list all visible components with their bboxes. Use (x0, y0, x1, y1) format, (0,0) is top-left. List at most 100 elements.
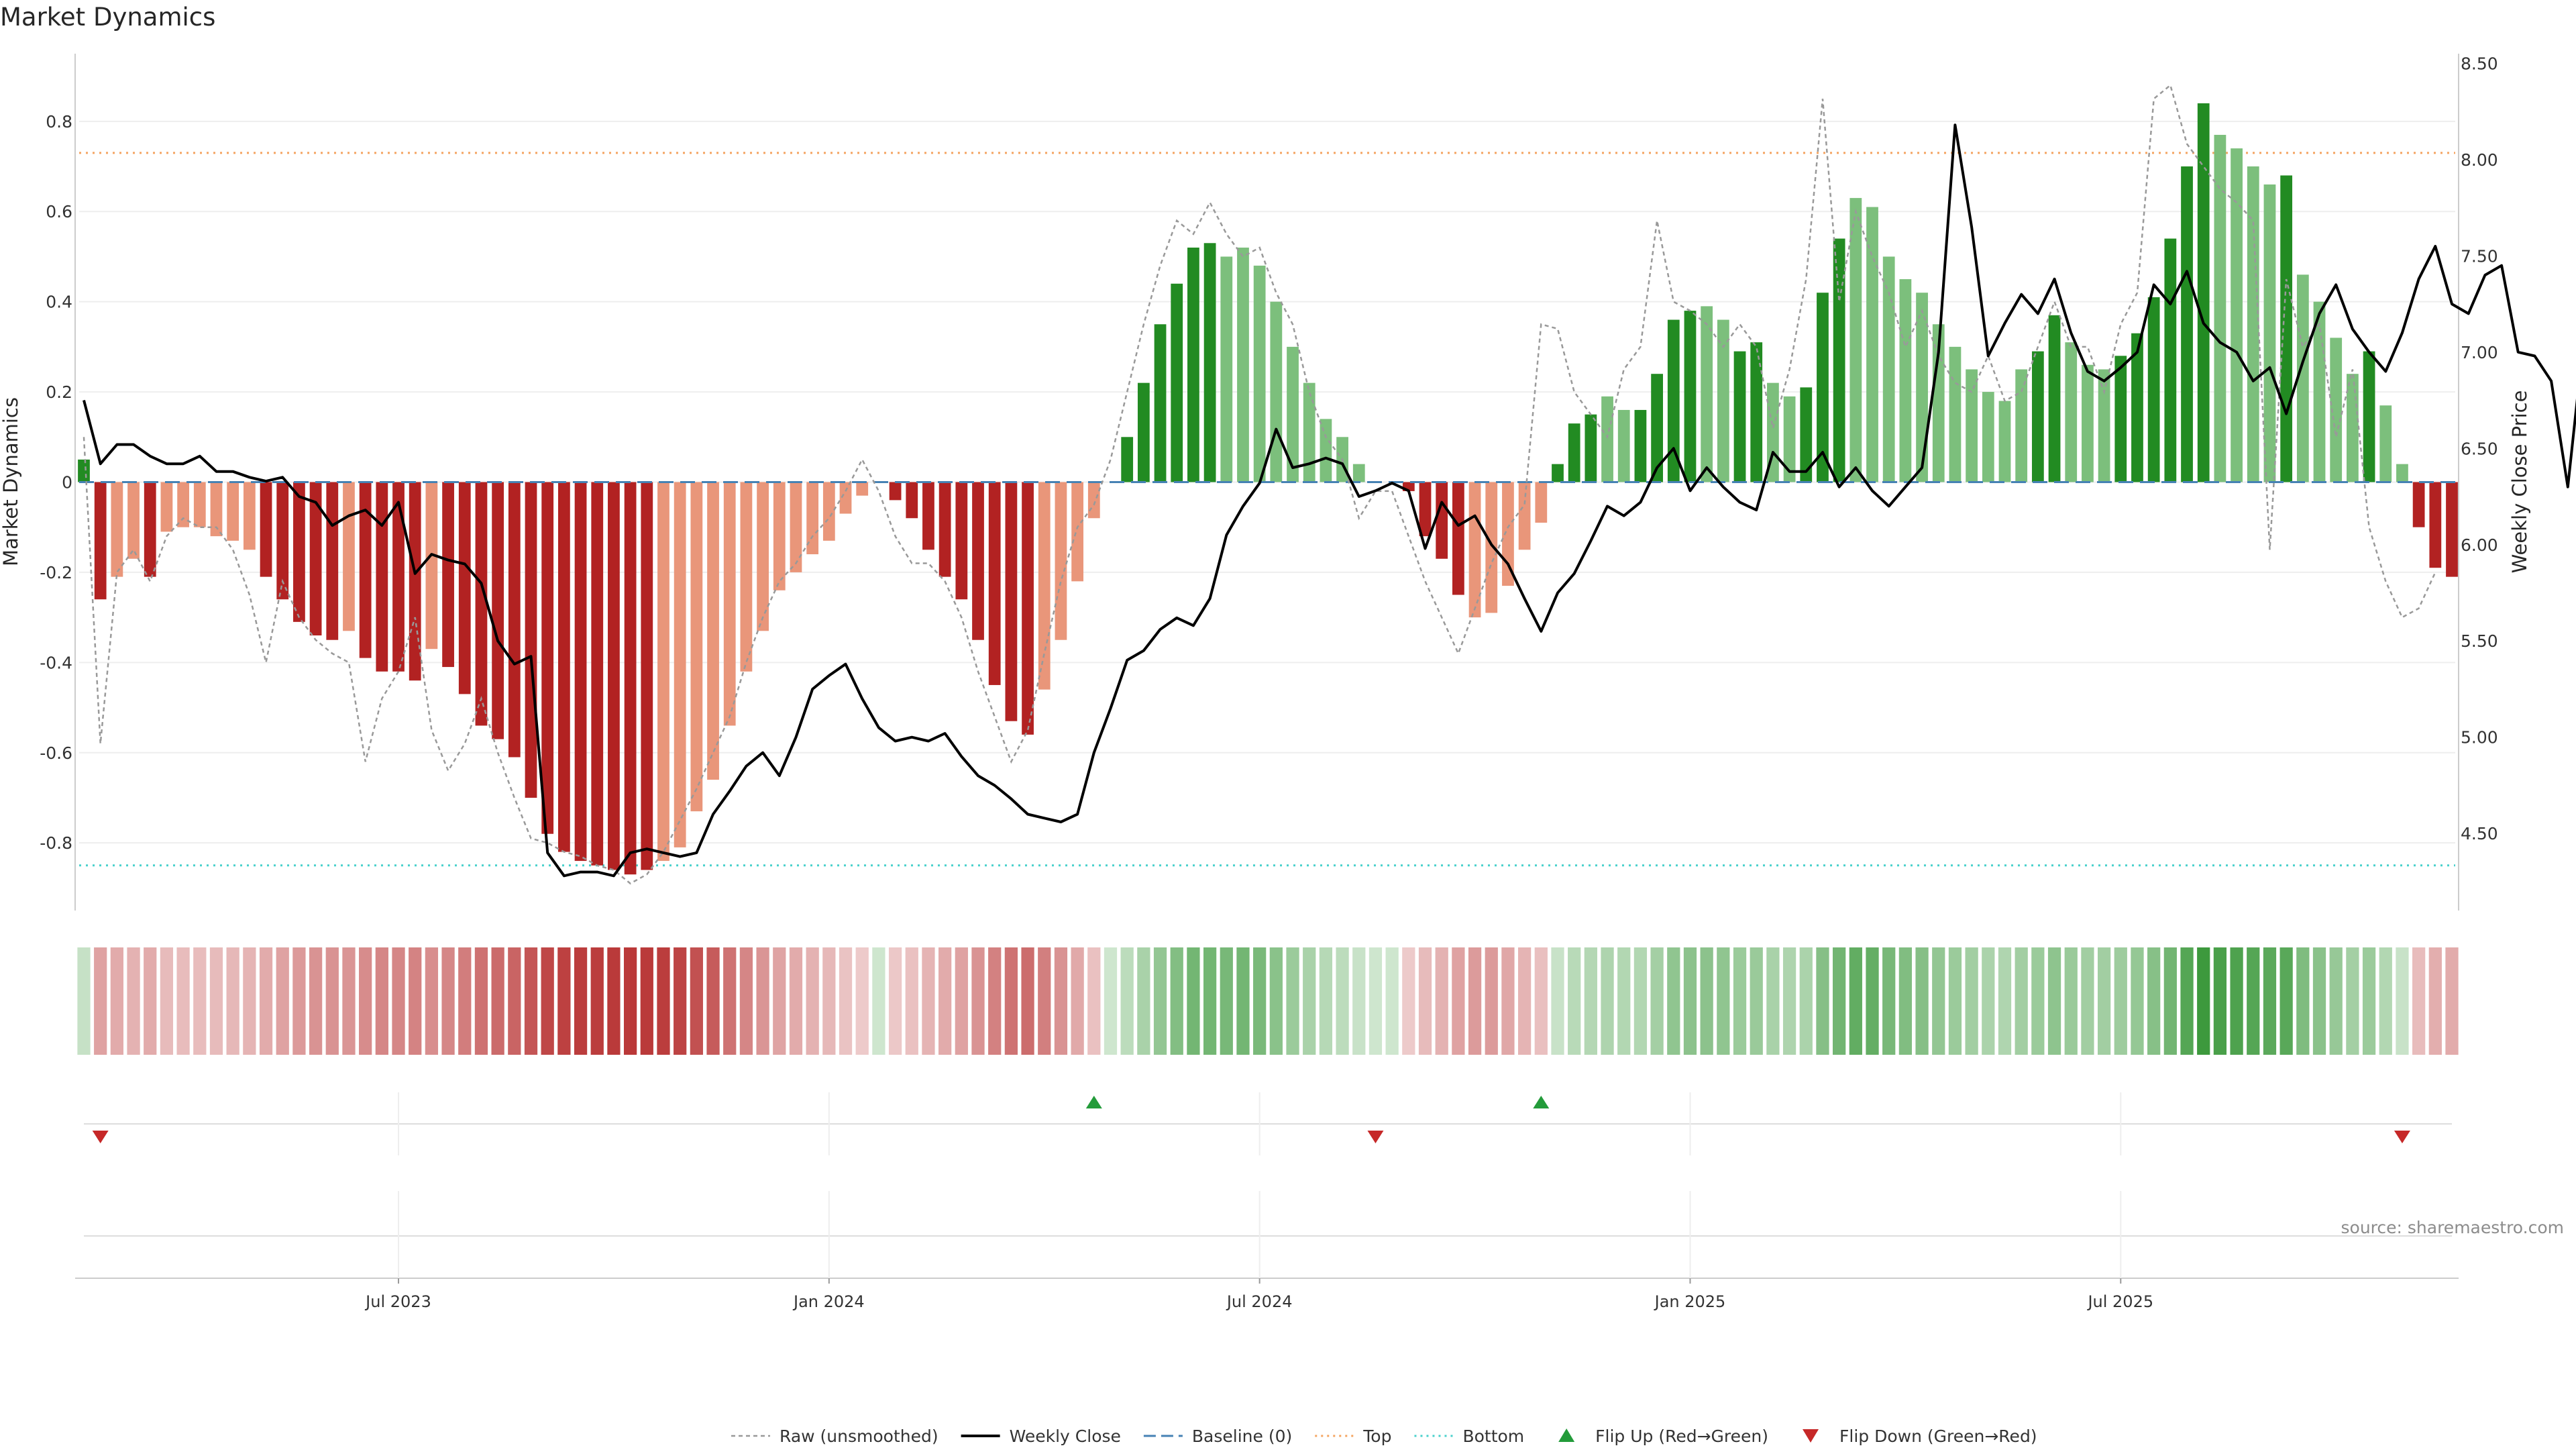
y-tick-label: -0.8 (40, 833, 72, 853)
heat-cell (590, 947, 604, 1055)
heat-cell (1782, 947, 1796, 1055)
heat-cell (806, 947, 819, 1055)
dynamics-bar (1087, 482, 1100, 519)
dynamics-bar (2231, 148, 2243, 482)
dynamics-bar (1253, 265, 1266, 482)
flip-down-marker (2394, 1131, 2410, 1143)
heat-cell (922, 947, 935, 1055)
heat-cell (1998, 947, 2012, 1055)
heat-cell (1750, 947, 1763, 1055)
heat-cell (723, 947, 737, 1055)
heat-cell (1700, 947, 1713, 1055)
heat-cell (1683, 947, 1697, 1055)
heat-cell (623, 947, 637, 1055)
heat-cell (2031, 947, 2045, 1055)
dynamics-bar (541, 482, 554, 834)
heat-cell (1617, 947, 1631, 1055)
heat-cell (657, 947, 670, 1055)
dynamics-bar (1055, 482, 1067, 640)
heat-cell (1153, 947, 1167, 1055)
dynamics-bar (2412, 482, 2425, 527)
heat-cell (988, 947, 1002, 1055)
heat-cell (2015, 947, 2028, 1055)
heat-cell (1717, 947, 1730, 1055)
heat-cell (1319, 947, 1333, 1055)
heat-cell (1303, 947, 1316, 1055)
heat-cell (1203, 947, 1217, 1055)
heat-cell (1517, 947, 1532, 1055)
heat-cell (2428, 947, 2442, 1055)
dynamics-bar (1038, 482, 1051, 690)
x-tick-label: Jan 2024 (792, 1292, 865, 1311)
heat-cell (1866, 947, 1879, 1055)
heat-cell (872, 947, 885, 1055)
heat-cell (1733, 947, 1747, 1055)
dynamics-bar (425, 482, 438, 650)
heat-cell (789, 947, 803, 1055)
dynamics-bar (1220, 256, 1233, 482)
heat-cell (773, 947, 786, 1055)
heat-cell (325, 947, 339, 1055)
heat-cell (226, 947, 239, 1055)
heat-cell (160, 947, 174, 1055)
dynamics-bar (1436, 482, 1448, 559)
dynamics-bar (2098, 369, 2110, 482)
dynamics-bar (839, 482, 852, 514)
heat-cell (2263, 947, 2277, 1055)
dynamics-bar (127, 482, 140, 559)
dynamics-bar (2082, 364, 2094, 482)
heat-cell (1948, 947, 1962, 1055)
dynamics-bar (442, 482, 454, 668)
dynamics-bar (641, 482, 653, 870)
heat-cell (1220, 947, 1233, 1055)
dynamics-bar (1320, 419, 1332, 482)
dynamics-bar (376, 482, 388, 672)
weekly-close-line (83, 123, 2576, 878)
dynamics-bar (1684, 311, 1697, 482)
heat-cell (1799, 947, 1813, 1055)
dynamics-bar (508, 482, 521, 758)
dynamics-bar (2379, 405, 2392, 482)
dynamics-bar (674, 482, 686, 847)
y-tick-label: 0 (62, 473, 72, 492)
heat-cell (409, 947, 422, 1055)
heat-cell (375, 947, 388, 1055)
dynamics-bar (1733, 351, 1746, 482)
dynamics-bar (2429, 482, 2442, 568)
heat-cell (392, 947, 405, 1055)
heat-cell (491, 947, 504, 1055)
heat-cell (955, 947, 968, 1055)
dynamics-bar (1667, 319, 1680, 482)
heat-cell (2396, 947, 2409, 1055)
dynamics-bar (1833, 238, 1845, 482)
dynamics-bar (1022, 482, 1034, 735)
legend-label: Raw (unsmoothed) (780, 1427, 938, 1446)
dynamics-bar (1137, 382, 1150, 482)
dynamics-bar (1419, 482, 1432, 537)
heat-cell (557, 947, 571, 1055)
heat-cell (474, 947, 488, 1055)
dynamics-bar (690, 482, 703, 812)
heat-cell (1833, 947, 1846, 1055)
dynamics-bar (822, 482, 835, 541)
heat-cell (176, 947, 190, 1055)
heat-cell (1982, 947, 1995, 1055)
dynamics-bar (1154, 324, 1167, 482)
flip-down-marker (92, 1131, 109, 1143)
heat-cell (640, 947, 653, 1055)
y2-tick-label: 4.50 (2461, 824, 2498, 843)
dynamics-bar (2263, 184, 2276, 482)
flip-down-marker (1367, 1131, 1384, 1143)
legend-label: Flip Down (Green→Red) (1839, 1427, 2037, 1446)
heat-cell (1584, 947, 1597, 1055)
dynamics-bar (492, 482, 504, 739)
x-tick-label: Jul 2023 (364, 1292, 431, 1311)
y2-tick-label: 6.50 (2461, 439, 2498, 458)
heat-cell (1633, 947, 1648, 1055)
x-tick-label: Jul 2025 (2086, 1292, 2153, 1311)
heat-cell (1435, 947, 1448, 1055)
heat-cell (1551, 947, 1564, 1055)
y2-axis-label: Weekly Close Price (2508, 391, 2531, 574)
dynamics-bar (2048, 315, 2061, 482)
